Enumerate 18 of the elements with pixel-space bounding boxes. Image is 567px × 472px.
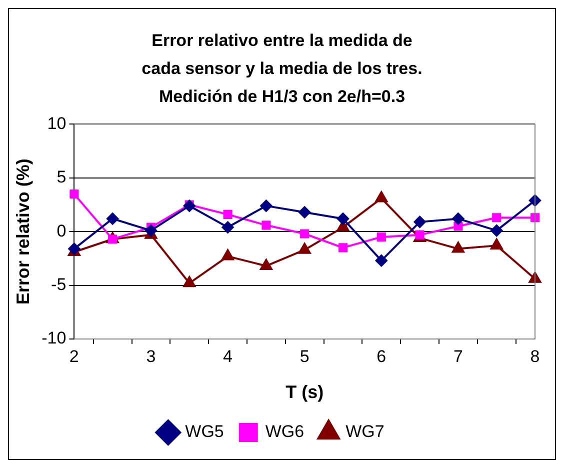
y-tick-label: 0 [56, 221, 66, 240]
y-tick-label: -10 [42, 328, 66, 348]
y-tick-label: 10 [47, 114, 66, 133]
legend-label: WG5 [185, 422, 224, 442]
x-tick-label: 8 [530, 346, 540, 366]
x-axis-title: T (s) [286, 382, 324, 402]
legend-label: WG6 [265, 422, 304, 442]
y-tick-label: -5 [51, 274, 66, 294]
y-axis-title: Error relativo (%) [12, 158, 33, 305]
x-tick-label: 3 [146, 346, 156, 366]
x-tick-label: 4 [223, 346, 233, 366]
x-tick-label: 5 [300, 346, 310, 366]
x-tick-label: 2 [69, 346, 79, 366]
y-tick-label: 5 [56, 168, 66, 187]
legend-label: WG7 [346, 422, 384, 442]
x-tick-label: 7 [453, 346, 463, 366]
x-tick-label: 6 [376, 346, 386, 366]
chart-title: Error relativo entre la medida de cada sensor y la media de los tres. Medición de H1/3 con 2e/h=0.3 [140, 30, 424, 108]
